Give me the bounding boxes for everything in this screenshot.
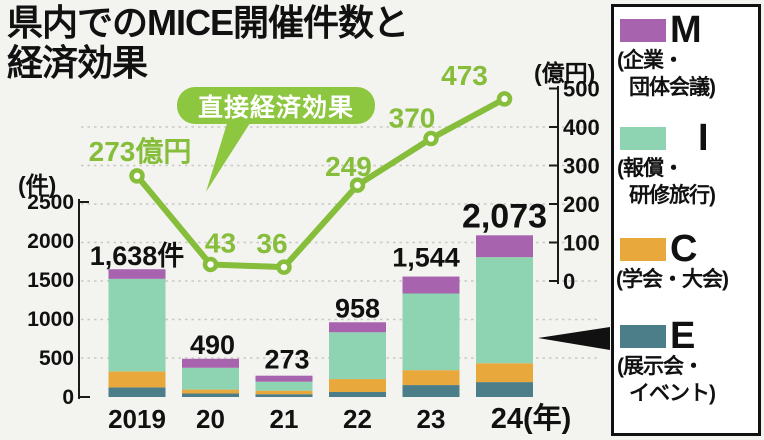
bar-segment-m xyxy=(182,358,239,368)
left-axis-tick-label: 2000 xyxy=(27,230,74,253)
legend-desc-m-1: (企業・ xyxy=(617,49,684,72)
left-axis-tick-label: 2500 xyxy=(27,191,74,214)
bar-segment-c xyxy=(329,379,386,393)
x-axis-label: 20 xyxy=(196,404,225,434)
legend-letter-i: I xyxy=(698,117,709,159)
legend-desc-i-2: 研修旅行) xyxy=(629,184,716,207)
legend-letter-c: C xyxy=(670,228,698,270)
right-axis-tick-label: 300 xyxy=(563,154,600,179)
line-marker xyxy=(129,168,145,184)
legend-swatch-m xyxy=(620,19,666,42)
line-point-label: 249 xyxy=(325,151,372,182)
legend-desc-i-1: (報償・ xyxy=(617,157,684,180)
line-point-label: 370 xyxy=(389,103,436,134)
bar-segment-m xyxy=(476,235,533,258)
left-axis-tick-label: 1500 xyxy=(27,269,74,292)
bar-segment-e xyxy=(182,393,239,397)
legend-swatch-i xyxy=(620,127,666,150)
bar-segment-c xyxy=(108,371,166,388)
line-marker xyxy=(349,177,366,193)
bar-segment-m xyxy=(402,276,460,294)
right-axis-tick-label: 0 xyxy=(563,269,575,294)
right-axis-tick-label: 200 xyxy=(563,192,600,217)
bar-segment-i xyxy=(255,381,313,391)
right-axis-tick-label: 400 xyxy=(563,115,600,140)
bar-total-label: 273 xyxy=(264,345,309,375)
legend-letter-m: M xyxy=(670,9,702,51)
bar-total-label: 1,638件 xyxy=(90,241,185,271)
legend-desc-e-1: (展示会・ xyxy=(617,355,704,378)
economic-effect-line xyxy=(134,96,506,271)
bar-segment-m xyxy=(255,375,313,382)
legend-desc-e-2: イベント) xyxy=(629,382,716,405)
bar-segment-i xyxy=(182,367,239,390)
left-axis-tick-label: 1000 xyxy=(27,308,74,331)
bar-segment-c xyxy=(476,363,533,383)
bar-segment-c xyxy=(255,390,313,395)
bar-total-label: 2,073 xyxy=(462,197,547,235)
legend-swatch-e xyxy=(620,325,666,348)
line-marker xyxy=(423,130,439,147)
x-axis-label: 2019 xyxy=(108,404,166,434)
legend-swatch-c xyxy=(620,238,666,261)
x-axis-label: 22 xyxy=(343,404,372,434)
line-point-label: 43 xyxy=(205,227,236,258)
line-marker xyxy=(276,259,292,275)
left-axis-unit-label: (件) xyxy=(18,172,57,198)
line-point-label: 473 xyxy=(441,60,488,91)
left-axis-tick-label: 0 xyxy=(62,386,74,409)
right-axis-tick-label: 100 xyxy=(563,231,600,256)
bar-segment-i xyxy=(402,293,460,371)
badge-pointer-tail xyxy=(206,120,252,192)
legend: M (企業・ 団体会議) I (報償・ 研修旅行) C (学会・大会) E (展… xyxy=(611,4,761,436)
right-axis-unit-label: (億円) xyxy=(534,60,596,86)
line-marker xyxy=(202,256,219,273)
page-title-line2: 経済効果 xyxy=(7,42,148,83)
line-point-label: 36 xyxy=(256,228,287,259)
line-point-label: 273億円 xyxy=(89,136,192,167)
bar-segment-m xyxy=(108,269,166,279)
legend-desc-m-2: 団体会議) xyxy=(629,76,716,99)
bar-segment-e xyxy=(402,385,460,397)
legend-callout-arrow xyxy=(538,327,610,350)
bar-segment-e xyxy=(255,394,313,397)
legend-desc-c-1: (学会・大会) xyxy=(616,268,729,291)
bar-segment-e xyxy=(476,382,533,397)
x-axis-label: 24(年) xyxy=(491,401,572,435)
x-axis-label: 21 xyxy=(270,404,299,434)
line-series-badge: 直接経済効果 xyxy=(177,87,375,124)
line-marker xyxy=(496,91,513,107)
bar-total-label: 958 xyxy=(335,293,380,323)
legend-letter-e: E xyxy=(670,315,696,357)
bar-segment-c xyxy=(182,389,239,394)
bar-segment-e xyxy=(108,387,166,397)
bar-segment-i xyxy=(329,332,386,380)
bar-segment-c xyxy=(402,370,460,386)
bar-segment-i xyxy=(476,257,533,364)
page-title-line1: 県内でのMICE開催件数と xyxy=(7,2,409,43)
bar-total-label: 1,544 xyxy=(392,243,460,273)
bar-total-label: 490 xyxy=(190,330,235,360)
x-axis-label: 23 xyxy=(417,404,446,434)
left-axis-tick-label: 500 xyxy=(39,347,74,370)
bar-segment-m xyxy=(329,322,386,333)
bar-segment-i xyxy=(108,278,166,372)
right-axis-tick-label: 500 xyxy=(563,77,600,102)
bar-segment-e xyxy=(329,392,386,397)
